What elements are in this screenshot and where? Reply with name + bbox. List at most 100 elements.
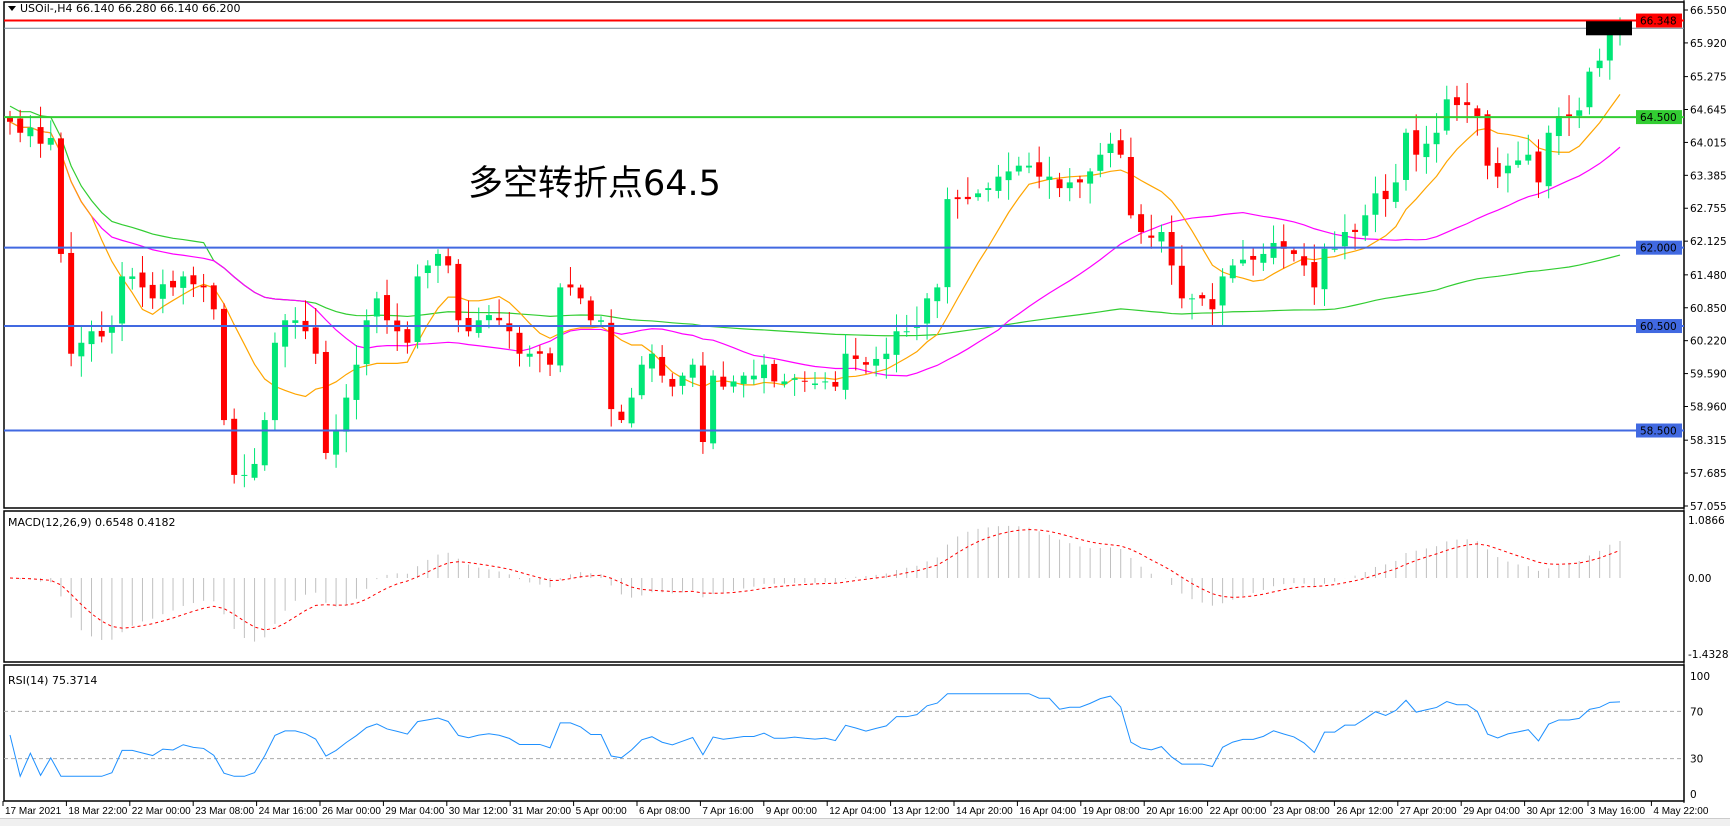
candle-body: [873, 358, 880, 366]
candle-body: [251, 463, 258, 478]
candle: [1423, 125, 1430, 174]
x-tick-label: 29 Mar 04:00: [385, 806, 444, 817]
candle: [434, 249, 441, 283]
y-tick-label: 58.315: [1690, 435, 1727, 447]
candle: [1239, 240, 1246, 267]
candle: [944, 187, 951, 304]
x-tick-label: 14 Apr 20:00: [956, 806, 1013, 817]
candle: [679, 372, 686, 395]
y-tick-label: 65.920: [1690, 38, 1727, 50]
candle: [1025, 152, 1032, 174]
candle-body: [506, 323, 513, 332]
candle: [1331, 231, 1338, 253]
macd-title: MACD(12,26,9) 0.6548 0.4182: [8, 516, 176, 529]
candle-body: [1494, 163, 1501, 177]
x-tick-label: 26 Apr 12:00: [1336, 806, 1393, 817]
candle: [1586, 67, 1593, 115]
x-tick-label: 22 Mar 00:00: [132, 806, 191, 817]
candle: [1219, 268, 1226, 326]
candle-body: [944, 199, 951, 288]
candle: [730, 375, 737, 393]
x-tick-label: 7 Apr 16:00: [702, 806, 754, 817]
candle-body: [220, 308, 227, 421]
candle: [1250, 248, 1257, 276]
candle-body: [1596, 60, 1603, 69]
candle-body: [1586, 71, 1593, 108]
chart-title: USOil-,H4 66.140 66.280 66.140 66.200: [20, 2, 240, 15]
candle-body: [465, 317, 472, 332]
candle-body: [1148, 235, 1155, 238]
candle: [282, 314, 289, 368]
candle-body: [68, 252, 75, 354]
candle-body: [312, 327, 319, 354]
x-tick-label: 22 Apr 00:00: [1210, 806, 1267, 817]
candle-body: [587, 300, 594, 321]
candle: [557, 283, 564, 373]
candle-body: [292, 320, 299, 323]
candle-body: [1331, 248, 1338, 250]
candle: [1433, 113, 1440, 163]
candle-body: [271, 342, 278, 421]
rsi-y-tick-label: 100: [1690, 671, 1710, 683]
candle-body: [384, 295, 391, 321]
candle: [1199, 292, 1206, 306]
candle-body: [1117, 140, 1124, 155]
candle: [689, 358, 696, 388]
x-tick-label: 13 Apr 12:00: [893, 806, 950, 817]
candle-body: [618, 411, 625, 421]
x-tick-label: 12 Apr 04:00: [829, 806, 886, 817]
candle-body: [88, 331, 95, 345]
candle-body: [322, 351, 329, 453]
candle: [761, 354, 768, 394]
candle-body: [1250, 255, 1257, 260]
candle-body: [139, 272, 146, 288]
candle-body: [363, 320, 370, 365]
candle: [465, 300, 472, 337]
candle-body: [1301, 256, 1308, 266]
candle-body: [852, 355, 859, 359]
candle: [1178, 245, 1185, 309]
candle-body: [526, 353, 533, 357]
candle-body: [1433, 132, 1440, 145]
candle: [180, 271, 187, 305]
candle-body: [1168, 232, 1175, 266]
candle-body: [720, 376, 727, 387]
level-price-label: 62.000: [1640, 243, 1677, 255]
candle-body: [190, 275, 197, 285]
candle: [659, 345, 666, 383]
candle: [485, 305, 492, 329]
candle-body: [893, 331, 900, 355]
candle: [1321, 243, 1328, 306]
candle-body: [353, 364, 360, 400]
candle-body: [781, 381, 788, 385]
candle-body: [1046, 176, 1053, 180]
candle: [832, 371, 839, 391]
candle: [1352, 223, 1359, 250]
candle-body: [261, 420, 268, 466]
x-tick-label: 19 Apr 08:00: [1083, 806, 1140, 817]
candle-body: [1525, 154, 1532, 161]
candle-body: [1229, 265, 1236, 279]
candle: [567, 267, 574, 296]
rsi-title: RSI(14) 75.3714: [8, 674, 97, 687]
candle-body: [1239, 259, 1246, 264]
candle: [1504, 153, 1511, 193]
y-tick-label: 57.685: [1690, 468, 1727, 480]
candle-body: [241, 474, 248, 476]
candle-body: [1270, 242, 1277, 258]
candle: [812, 372, 818, 390]
candle: [384, 279, 391, 334]
candle-body: [1066, 182, 1073, 189]
candle-body: [170, 280, 177, 288]
candle-body: [669, 378, 676, 387]
candle-body: [455, 263, 462, 321]
candle-body: [333, 431, 340, 455]
candle-body: [679, 375, 686, 386]
candle: [1311, 244, 1318, 305]
x-tick-label: 29 Apr 04:00: [1463, 806, 1520, 817]
level-price-label: 66.348: [1640, 16, 1677, 28]
candle-body: [547, 353, 554, 365]
candle: [781, 373, 788, 388]
candle-body: [1606, 30, 1613, 61]
